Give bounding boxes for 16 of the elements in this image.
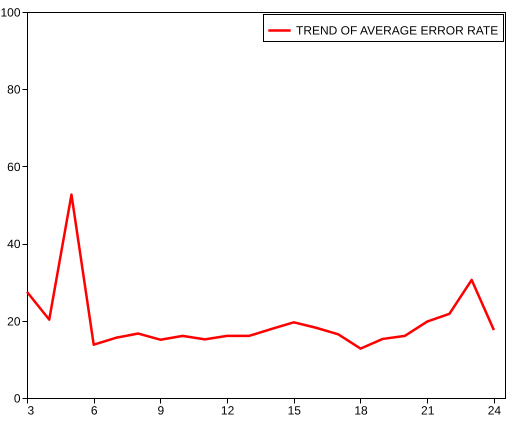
y-tick-label: 40 <box>7 237 21 252</box>
x-tick-label: 24 <box>488 404 502 418</box>
x-tick-label: 21 <box>421 404 435 418</box>
x-tick-label: 9 <box>158 404 165 418</box>
y-tick-label: 0 <box>14 392 21 406</box>
x-tick-label: 12 <box>220 404 235 418</box>
y-tick-label: 20 <box>7 314 21 328</box>
x-tick-label: 18 <box>354 404 368 418</box>
line-series <box>26 193 496 350</box>
x-tick-label: 6 <box>90 404 98 418</box>
y-tick-label: 80 <box>7 82 21 97</box>
y-tick-label: 60 <box>7 160 21 174</box>
y-tick-label: 100 <box>0 6 21 20</box>
legend-label: TREND OF AVERAGE ERROR RATE <box>296 24 498 38</box>
x-tick-label: 15 <box>288 404 302 418</box>
x-tick-label: 3 <box>28 404 34 418</box>
